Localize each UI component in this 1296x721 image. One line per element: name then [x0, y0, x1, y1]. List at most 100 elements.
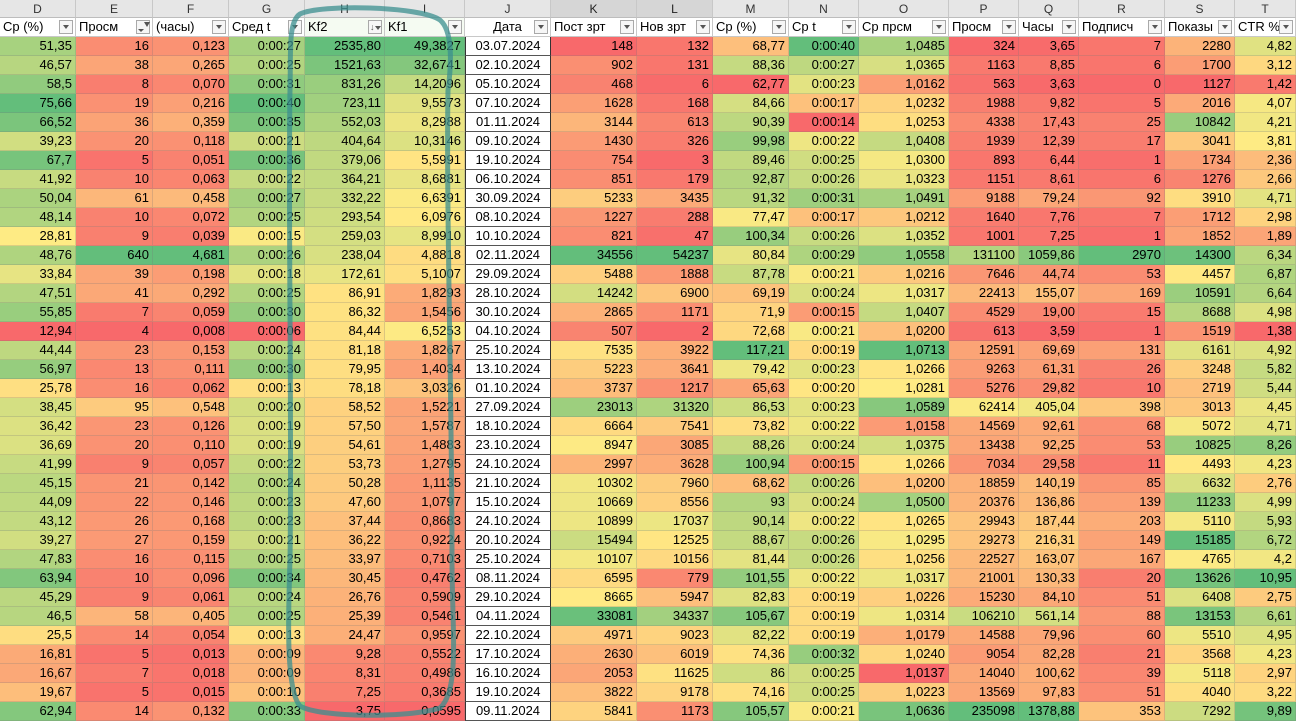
cell-s[interactable]: 6632: [1165, 474, 1235, 493]
cell-d[interactable]: 25,5: [0, 626, 76, 645]
cell-l[interactable]: 11625: [637, 664, 713, 683]
cell-o[interactable]: 1,0200: [859, 322, 949, 341]
cell-h[interactable]: 332,22: [305, 189, 385, 208]
cell-e[interactable]: 36: [76, 113, 153, 132]
cell-k[interactable]: 5488: [551, 265, 637, 284]
cell-f[interactable]: 0,153: [153, 341, 229, 360]
cell-n[interactable]: 0:00:32: [789, 645, 859, 664]
cell-e[interactable]: 20: [76, 436, 153, 455]
cell-k[interactable]: 468: [551, 75, 637, 94]
cell-n[interactable]: 0:00:20: [789, 379, 859, 398]
cell-m[interactable]: 68,62: [713, 474, 789, 493]
cell-n[interactable]: 0:00:24: [789, 284, 859, 303]
cell-d[interactable]: 47,51: [0, 284, 76, 303]
cell-k[interactable]: 1227: [551, 208, 637, 227]
cell-k[interactable]: 33081: [551, 607, 637, 626]
cell-t[interactable]: 2,97: [1235, 664, 1296, 683]
cell-m[interactable]: 68,77: [713, 37, 789, 56]
cell-l[interactable]: 168: [637, 94, 713, 113]
cell-l[interactable]: 3628: [637, 455, 713, 474]
cell-t[interactable]: 4,98: [1235, 303, 1296, 322]
cell-r[interactable]: 398: [1079, 398, 1165, 417]
cell-h[interactable]: 24,47: [305, 626, 385, 645]
cell-f[interactable]: 0,292: [153, 284, 229, 303]
cell-p[interactable]: 7034: [949, 455, 1019, 474]
cell-d[interactable]: 62,94: [0, 702, 76, 721]
cell-o[interactable]: 1,0265: [859, 512, 949, 531]
cell-j[interactable]: 17.10.2024: [465, 645, 551, 664]
cell-n[interactable]: 0:00:22: [789, 512, 859, 531]
cell-q[interactable]: 19,00: [1019, 303, 1079, 322]
cell-h[interactable]: 53,73: [305, 455, 385, 474]
cell-h[interactable]: 57,50: [305, 417, 385, 436]
cell-d[interactable]: 66,52: [0, 113, 76, 132]
cell-n[interactable]: 0:00:26: [789, 474, 859, 493]
cell-k[interactable]: 8665: [551, 588, 637, 607]
cell-n[interactable]: 0:00:23: [789, 398, 859, 417]
cell-t[interactable]: 6,72: [1235, 531, 1296, 550]
cell-r[interactable]: 60: [1079, 626, 1165, 645]
cell-l[interactable]: 9178: [637, 683, 713, 702]
cell-o[interactable]: 1,0216: [859, 265, 949, 284]
cell-t[interactable]: 6,64: [1235, 284, 1296, 303]
cell-s[interactable]: 4493: [1165, 455, 1235, 474]
cell-k[interactable]: 1628: [551, 94, 637, 113]
cell-s[interactable]: 1852: [1165, 227, 1235, 246]
cell-l[interactable]: 8556: [637, 493, 713, 512]
cell-f[interactable]: 0,126: [153, 417, 229, 436]
cell-m[interactable]: 82,22: [713, 626, 789, 645]
cell-i[interactable]: 6,6391: [385, 189, 465, 208]
cell-k[interactable]: 4971: [551, 626, 637, 645]
cell-s[interactable]: 8688: [1165, 303, 1235, 322]
cell-d[interactable]: 16,81: [0, 645, 76, 664]
cell-j[interactable]: 03.07.2024: [465, 37, 551, 56]
cell-s[interactable]: 10825: [1165, 436, 1235, 455]
cell-g[interactable]: 0:00:27: [229, 37, 305, 56]
cell-h[interactable]: 293,54: [305, 208, 385, 227]
cell-t[interactable]: 3,22: [1235, 683, 1296, 702]
cell-g[interactable]: 0:00:40: [229, 94, 305, 113]
cell-r[interactable]: 39: [1079, 664, 1165, 683]
cell-i[interactable]: 1,1135: [385, 474, 465, 493]
cell-k[interactable]: 14242: [551, 284, 637, 303]
cell-o[interactable]: 1,0500: [859, 493, 949, 512]
cell-g[interactable]: 0:00:19: [229, 436, 305, 455]
cell-f[interactable]: 0,405: [153, 607, 229, 626]
cell-m[interactable]: 69,19: [713, 284, 789, 303]
header-cell-r[interactable]: Подписч: [1079, 18, 1165, 37]
cell-s[interactable]: 10591: [1165, 284, 1235, 303]
cell-h[interactable]: 172,61: [305, 265, 385, 284]
cell-p[interactable]: 13569: [949, 683, 1019, 702]
cell-n[interactable]: 0:00:25: [789, 683, 859, 702]
cell-k[interactable]: 10899: [551, 512, 637, 531]
cell-k[interactable]: 23013: [551, 398, 637, 417]
cell-j[interactable]: 08.10.2024: [465, 208, 551, 227]
cell-h[interactable]: 86,32: [305, 303, 385, 322]
cell-t[interactable]: 2,98: [1235, 208, 1296, 227]
cell-i[interactable]: 32,6741: [385, 56, 465, 75]
cell-t[interactable]: 5,93: [1235, 512, 1296, 531]
cell-d[interactable]: 75,66: [0, 94, 76, 113]
cell-m[interactable]: 80,84: [713, 246, 789, 265]
cell-n[interactable]: 0:00:19: [789, 341, 859, 360]
cell-m[interactable]: 71,9: [713, 303, 789, 322]
cell-g[interactable]: 0:00:30: [229, 360, 305, 379]
cell-h[interactable]: 831,26: [305, 75, 385, 94]
cell-j[interactable]: 02.11.2024: [465, 246, 551, 265]
cell-q[interactable]: 92,61: [1019, 417, 1079, 436]
cell-e[interactable]: 13: [76, 360, 153, 379]
cell-e[interactable]: 21: [76, 474, 153, 493]
cell-l[interactable]: 288: [637, 208, 713, 227]
cell-d[interactable]: 46,5: [0, 607, 76, 626]
cell-p[interactable]: 14569: [949, 417, 1019, 436]
cell-q[interactable]: 84,10: [1019, 588, 1079, 607]
cell-d[interactable]: 51,35: [0, 37, 76, 56]
cell-g[interactable]: 0:00:09: [229, 664, 305, 683]
cell-s[interactable]: 13153: [1165, 607, 1235, 626]
cell-j[interactable]: 15.10.2024: [465, 493, 551, 512]
cell-p[interactable]: 18859: [949, 474, 1019, 493]
cell-e[interactable]: 9: [76, 455, 153, 474]
cell-r[interactable]: 21: [1079, 645, 1165, 664]
cell-e[interactable]: 5: [76, 683, 153, 702]
cell-k[interactable]: 8947: [551, 436, 637, 455]
